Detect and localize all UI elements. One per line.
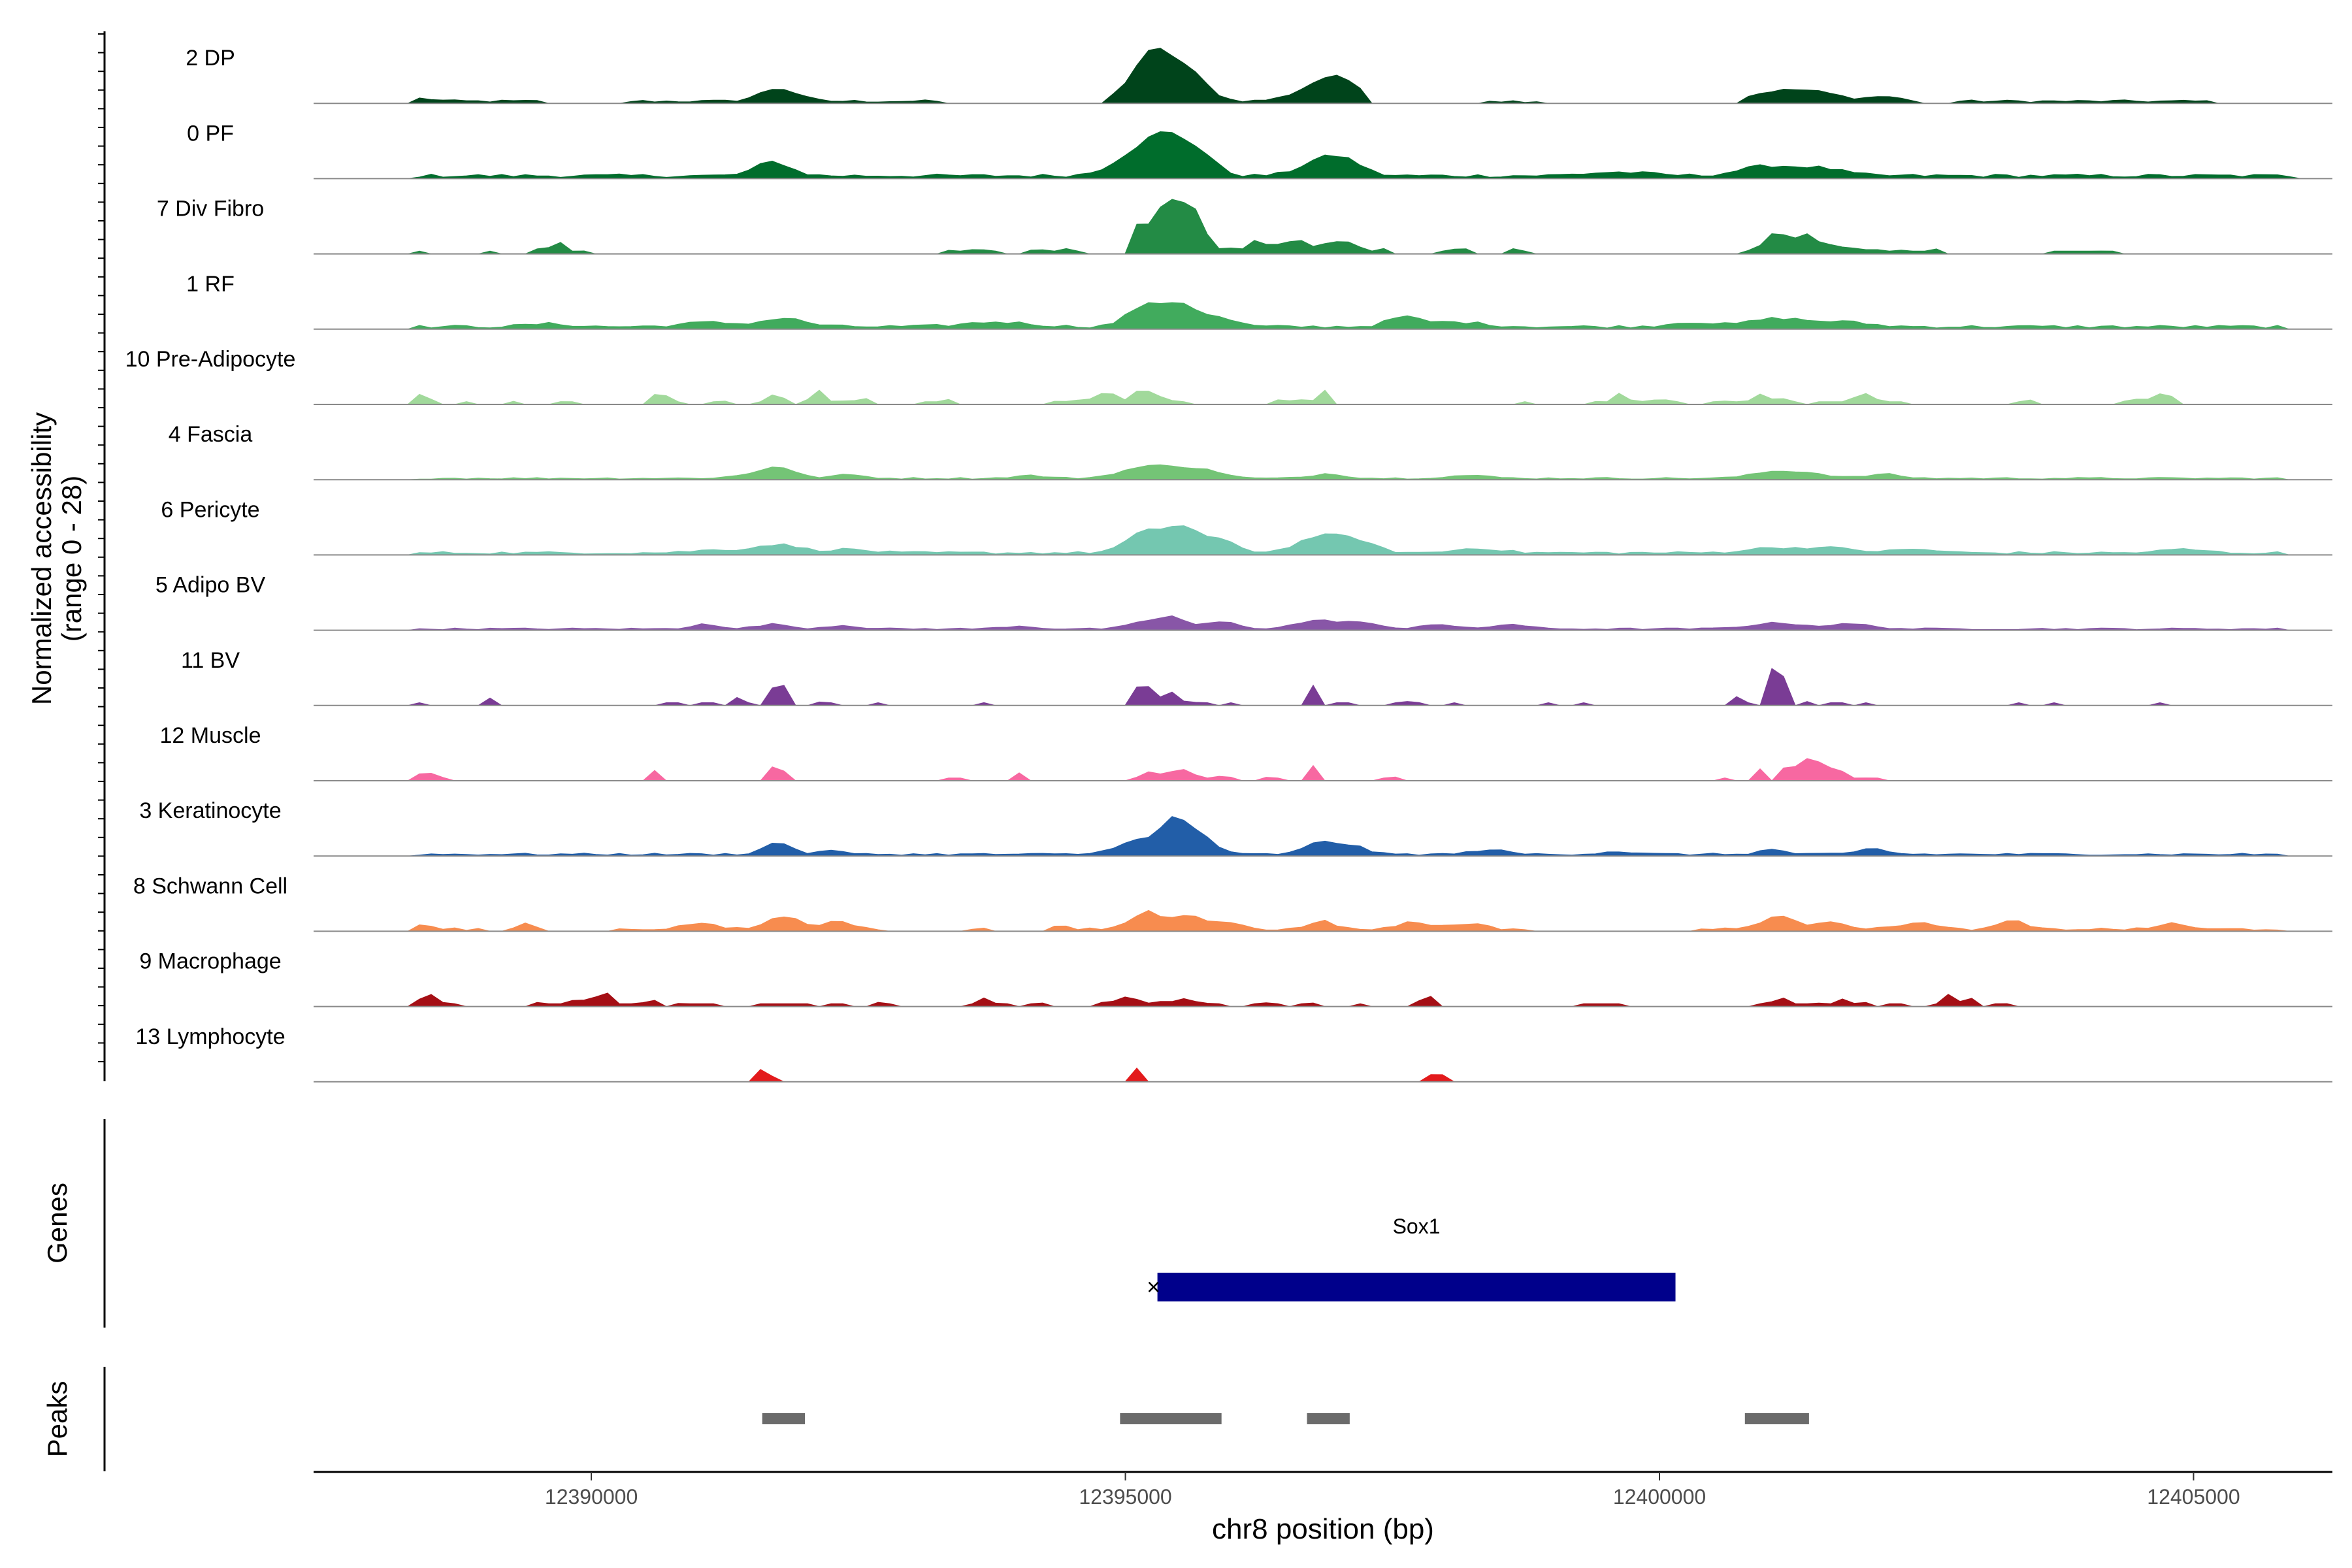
track-12: 9 Macrophage <box>139 949 2332 1007</box>
peaks-label: Peaks <box>42 1381 73 1458</box>
track-area-11 <box>314 909 2332 932</box>
accessibility-tracks: 2 DP 0 PF 7 Div Fibro 1 RF 10 Pre-Adipocyte 4… <box>125 46 2332 1083</box>
track-label-13: 13 Lymphocyte <box>135 1024 285 1049</box>
track-area-1 <box>314 131 2332 179</box>
genes-label: Genes <box>42 1183 73 1264</box>
track-7: 5 Adipo BV <box>155 573 2332 631</box>
track-5: 4 Fascia <box>169 422 2332 481</box>
track-label-6: 6 Pericyte <box>161 497 259 522</box>
track-label-8: 11 BV <box>181 648 240 673</box>
x-axis-label: chr8 position (bp) <box>1212 1513 1434 1545</box>
peak-region-3 <box>1744 1413 1809 1424</box>
track-0: 2 DP <box>186 46 2332 105</box>
track-area-0 <box>314 48 2332 104</box>
track-11: 8 Schwann Cell <box>133 874 2332 932</box>
track-label-4: 10 Pre-Adipocyte <box>125 347 296 372</box>
peak-regions <box>762 1413 1809 1424</box>
track-8: 11 BV <box>181 648 2332 706</box>
track-9: 12 Muscle <box>160 723 2332 781</box>
peak-region-1 <box>1120 1413 1222 1424</box>
peak-region-2 <box>1307 1413 1350 1424</box>
track-1: 0 PF <box>187 121 2332 180</box>
track-label-12: 9 Macrophage <box>139 949 281 974</box>
track-label-7: 5 Adipo BV <box>155 573 266 598</box>
track-4: 10 Pre-Adipocyte <box>125 347 2332 405</box>
track-label-10: 3 Keratinocyte <box>139 798 281 823</box>
track-label-3: 1 RF <box>186 272 235 297</box>
x-axis-ticks: 12390000 12395000 12400000 12405000 <box>545 1472 2240 1509</box>
track-area-6 <box>314 525 2332 555</box>
peak-region-0 <box>762 1413 806 1424</box>
accessibility-y-ticks <box>98 33 105 1062</box>
track-label-1: 0 PF <box>187 121 234 146</box>
track-area-5 <box>314 464 2332 480</box>
track-2: 7 Div Fibro <box>157 197 2332 255</box>
track-label-2: 7 Div Fibro <box>157 197 264 221</box>
x-tick-label-3: 12405000 <box>2147 1485 2240 1509</box>
y-axis-label-line1: Normalized accessibility <box>26 412 57 705</box>
x-tick-label-2: 12400000 <box>1613 1485 1706 1509</box>
track-3: 1 RF <box>186 272 2332 330</box>
track-13: 13 Lymphocyte <box>135 1024 2332 1083</box>
x-tick-label-0: 12390000 <box>545 1485 638 1509</box>
track-10: 3 Keratinocyte <box>139 798 2332 857</box>
gene-name-label: Sox1 <box>1393 1215 1441 1238</box>
track-6: 6 Pericyte <box>161 497 2332 556</box>
y-axis-label-line2: (range 0 - 28) <box>56 476 87 642</box>
gene-strand-mark: × <box>1147 1273 1160 1300</box>
track-area-10 <box>314 816 2332 857</box>
track-label-5: 4 Fascia <box>169 422 253 447</box>
x-tick-label-1: 12395000 <box>1079 1485 1171 1509</box>
track-area-3 <box>314 302 2332 330</box>
track-label-0: 2 DP <box>186 46 235 71</box>
gene-body-sox1 <box>1157 1273 1676 1301</box>
track-label-11: 8 Schwann Cell <box>133 874 287 898</box>
track-area-7 <box>314 615 2332 631</box>
track-label-9: 12 Muscle <box>160 723 261 748</box>
